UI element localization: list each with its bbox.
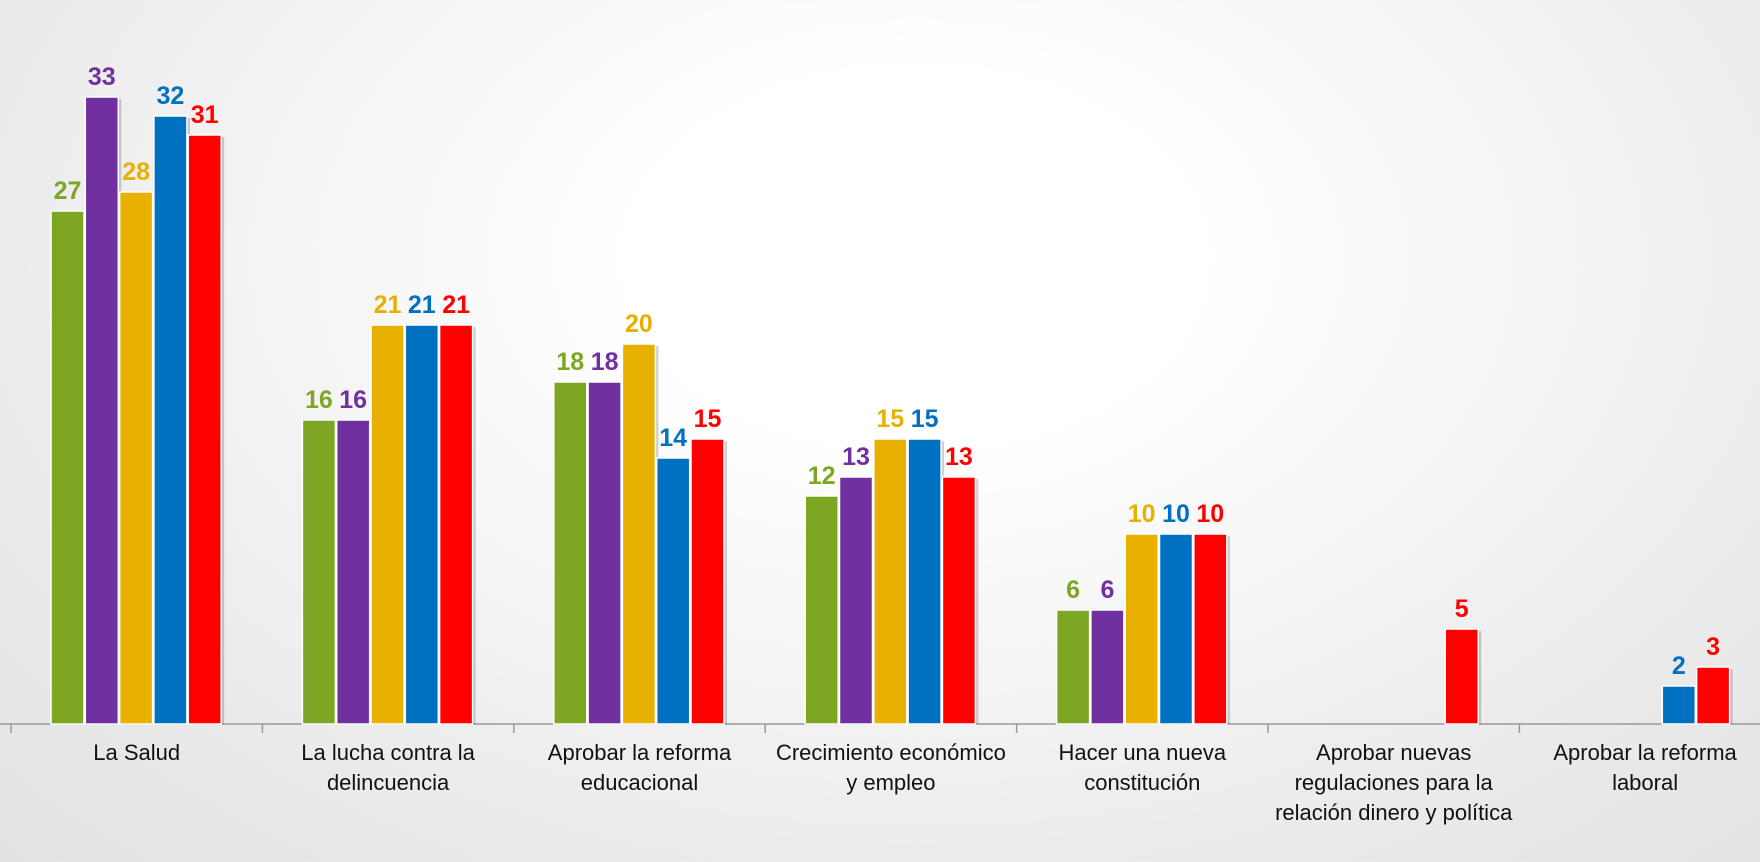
- x-tick-label: Crecimiento económico y empleo: [775, 740, 1006, 795]
- bar: [84, 96, 120, 725]
- value-label: 16: [339, 386, 367, 414]
- bar: [438, 324, 474, 725]
- value-label: 33: [88, 63, 116, 91]
- x-tick-label: Aprobar nuevas regulaciones para la rela…: [1275, 740, 1513, 825]
- bar: [1193, 533, 1228, 725]
- value-label: 32: [156, 82, 184, 110]
- value-label: 28: [122, 158, 150, 186]
- bar: [1444, 628, 1479, 725]
- value-label: 5: [1455, 595, 1469, 623]
- value-label: 21: [374, 291, 402, 319]
- bar: [1055, 609, 1091, 725]
- x-tick-label: La lucha contra la delincuencia: [301, 740, 475, 795]
- bar: [587, 381, 622, 725]
- bar: [1090, 609, 1125, 725]
- bar: [941, 476, 977, 725]
- value-label: 6: [1066, 576, 1080, 604]
- bar: [1661, 685, 1697, 725]
- value-label: 10: [1162, 500, 1190, 528]
- bar: [118, 191, 154, 725]
- bar: [153, 115, 188, 725]
- bar: [690, 438, 725, 725]
- bar: [804, 495, 839, 725]
- value-label: 12: [808, 462, 836, 490]
- bar: [873, 438, 908, 725]
- value-label: 10: [1196, 500, 1224, 528]
- bar: [907, 438, 942, 725]
- x-tick-label: Aprobar la reforma laboral: [1553, 740, 1737, 795]
- bar: [50, 210, 85, 725]
- value-label: 21: [442, 291, 470, 319]
- value-label: 14: [659, 424, 687, 452]
- bar: [553, 381, 588, 725]
- value-label: 31: [191, 101, 219, 129]
- bar: [655, 457, 691, 725]
- bar: [838, 476, 874, 725]
- bar: [1158, 533, 1194, 725]
- value-label: 18: [591, 348, 619, 376]
- x-tick-label: Aprobar la reforma educacional: [547, 740, 732, 795]
- value-label: 3: [1706, 633, 1720, 661]
- value-label: 15: [694, 405, 722, 433]
- value-label: 20: [625, 310, 653, 338]
- value-label: 10: [1128, 500, 1156, 528]
- bar: [1695, 666, 1731, 725]
- value-label: 13: [842, 443, 870, 471]
- x-tick-label: Hacer una nueva constitución: [1058, 740, 1227, 795]
- bar: [370, 324, 405, 725]
- value-label: 15: [876, 405, 904, 433]
- value-label: 6: [1100, 576, 1114, 604]
- bar: [404, 324, 440, 725]
- bar: [621, 343, 657, 725]
- value-label: 15: [911, 405, 939, 433]
- value-label: 18: [556, 348, 584, 376]
- bar: [187, 134, 222, 725]
- value-label: 13: [945, 443, 973, 471]
- value-label: 27: [54, 177, 82, 205]
- value-label: 16: [305, 386, 333, 414]
- value-label: 2: [1672, 652, 1686, 680]
- bar: [335, 419, 371, 725]
- x-tick-label: La Salud: [93, 740, 181, 765]
- value-label: 21: [408, 291, 436, 319]
- bar: [301, 419, 337, 725]
- bar: [1124, 533, 1159, 725]
